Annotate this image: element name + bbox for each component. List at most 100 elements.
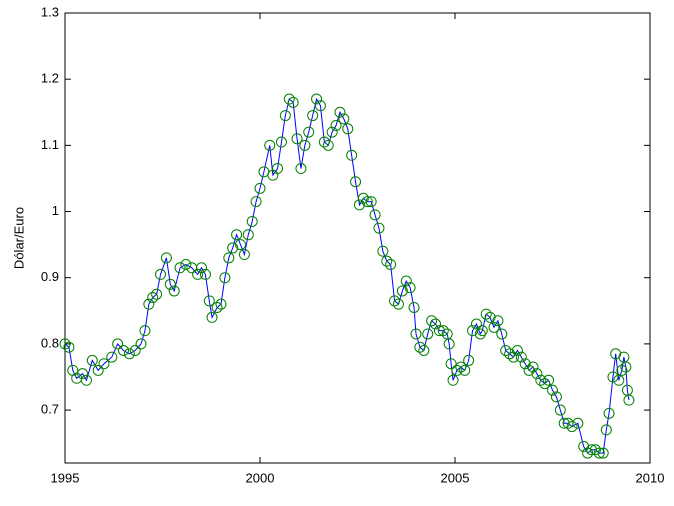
data-marker xyxy=(572,417,584,429)
data-marker xyxy=(254,182,266,194)
data-marker xyxy=(500,345,512,356)
data-marker xyxy=(215,298,227,310)
y-tick-label: 1.3 xyxy=(41,4,59,19)
data-marker xyxy=(106,351,118,363)
data-marker xyxy=(414,341,426,353)
data-marker xyxy=(539,378,551,390)
data-marker xyxy=(326,126,338,138)
data-marker xyxy=(578,440,590,452)
data-marker xyxy=(77,368,89,380)
data-marker xyxy=(365,196,377,208)
data-marker xyxy=(459,364,471,376)
data-marker xyxy=(219,272,231,284)
y-tick-label: 0.7 xyxy=(41,401,59,416)
data-marker xyxy=(535,374,547,386)
data-marker xyxy=(279,110,291,122)
data-marker xyxy=(151,288,163,300)
data-marker xyxy=(227,242,239,254)
data-marker xyxy=(322,139,334,151)
data-marker xyxy=(620,361,632,373)
data-marker xyxy=(445,358,457,370)
data-marker xyxy=(231,229,243,241)
data-marker xyxy=(203,295,215,307)
data-marker xyxy=(515,351,527,363)
data-marker xyxy=(86,354,98,366)
data-marker xyxy=(600,424,612,436)
data-marker xyxy=(433,325,445,337)
data-marker xyxy=(357,192,369,204)
data-marker xyxy=(334,106,346,118)
data-marker xyxy=(346,149,358,161)
data-marker xyxy=(80,374,92,386)
data-marker xyxy=(566,421,578,433)
data-marker xyxy=(597,447,609,459)
data-marker xyxy=(377,245,389,257)
data-marker xyxy=(272,163,284,175)
data-marker xyxy=(613,374,625,386)
data-marker xyxy=(283,93,295,105)
data-marker xyxy=(451,364,463,376)
data-marker xyxy=(92,364,104,376)
data-marker xyxy=(299,139,311,151)
data-marker xyxy=(361,196,373,208)
data-marker xyxy=(447,374,459,386)
data-marker xyxy=(238,249,250,261)
data-marker xyxy=(206,311,218,323)
data-marker xyxy=(338,113,350,125)
data-marker xyxy=(408,301,420,313)
data-marker xyxy=(242,229,254,241)
data-marker xyxy=(199,268,211,280)
data-marker xyxy=(496,328,508,340)
data-marker xyxy=(396,285,408,297)
data-marker xyxy=(155,268,167,280)
data-marker xyxy=(523,364,535,376)
data-marker xyxy=(443,338,455,350)
data-marker xyxy=(484,311,496,323)
x-tick-label: 2010 xyxy=(636,470,665,485)
x-tick-label: 2005 xyxy=(441,470,470,485)
data-marker xyxy=(488,321,500,333)
data-marker xyxy=(616,364,628,376)
data-marker xyxy=(59,338,71,350)
y-axis-label: Dólar/Euro xyxy=(11,207,26,269)
data-marker xyxy=(295,163,307,175)
y-tick-label: 1 xyxy=(52,203,59,218)
data-marker xyxy=(174,262,186,274)
data-marker xyxy=(63,341,75,353)
x-tick-label: 1995 xyxy=(51,470,80,485)
data-marker xyxy=(410,328,422,340)
data-marker xyxy=(623,394,635,406)
data-marker xyxy=(123,348,135,360)
data-marker xyxy=(543,374,555,386)
data-marker xyxy=(531,368,543,380)
data-marker xyxy=(426,315,438,327)
data-marker xyxy=(246,215,258,227)
data-marker xyxy=(385,258,397,270)
data-marker xyxy=(550,391,562,403)
y-tick-label: 1.2 xyxy=(41,71,59,86)
data-marker xyxy=(129,345,141,356)
data-marker xyxy=(160,252,172,264)
data-marker xyxy=(603,407,615,419)
y-tick-label: 0.8 xyxy=(41,335,59,350)
data-marker xyxy=(586,444,597,456)
data-marker xyxy=(303,126,315,138)
data-marker xyxy=(474,328,486,340)
data-marker xyxy=(118,345,129,356)
data-marker xyxy=(330,120,342,131)
data-marker xyxy=(492,315,504,327)
data-marker xyxy=(180,258,192,270)
data-marker xyxy=(143,298,155,310)
data-marker xyxy=(554,404,566,416)
data-marker xyxy=(164,278,176,290)
data-marker xyxy=(437,325,449,337)
data-marker xyxy=(589,444,601,456)
data-marker xyxy=(558,417,570,429)
data-marker xyxy=(275,136,287,148)
data-marker xyxy=(311,93,323,105)
data-marker xyxy=(418,345,430,356)
data-marker xyxy=(264,139,276,151)
data-marker xyxy=(480,308,492,320)
data-marker xyxy=(235,239,246,251)
